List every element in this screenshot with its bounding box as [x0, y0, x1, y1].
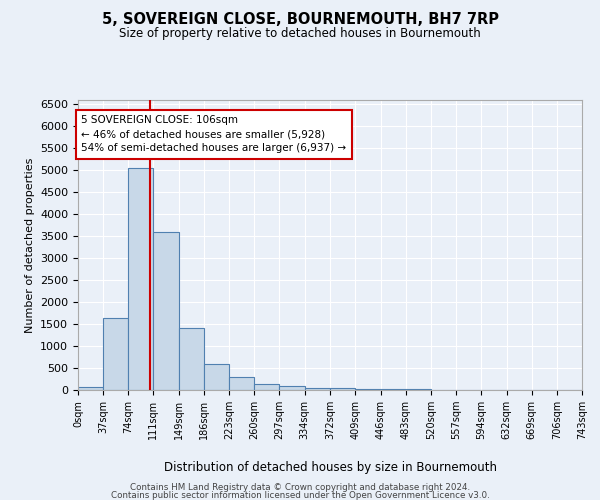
- Bar: [179, 328, 204, 390]
- Bar: [331, 388, 355, 390]
- Text: Contains public sector information licensed under the Open Government Licence v3: Contains public sector information licen…: [110, 492, 490, 500]
- Bar: [78, 386, 103, 390]
- Bar: [305, 388, 331, 390]
- Text: 5 SOVEREIGN CLOSE: 106sqm
← 46% of detached houses are smaller (5,928)
54% of se: 5 SOVEREIGN CLOSE: 106sqm ← 46% of detac…: [82, 116, 347, 154]
- Bar: [380, 389, 406, 390]
- Bar: [153, 232, 179, 390]
- Y-axis label: Number of detached properties: Number of detached properties: [25, 158, 35, 332]
- Bar: [229, 378, 254, 390]
- Bar: [254, 384, 280, 390]
- Bar: [204, 364, 229, 390]
- Text: Distribution of detached houses by size in Bournemouth: Distribution of detached houses by size …: [163, 461, 497, 474]
- Bar: [128, 168, 153, 390]
- Text: 5, SOVEREIGN CLOSE, BOURNEMOUTH, BH7 7RP: 5, SOVEREIGN CLOSE, BOURNEMOUTH, BH7 7RP: [101, 12, 499, 28]
- Bar: [103, 318, 128, 390]
- Bar: [280, 386, 305, 390]
- Text: Size of property relative to detached houses in Bournemouth: Size of property relative to detached ho…: [119, 28, 481, 40]
- Bar: [355, 388, 380, 390]
- Text: Contains HM Land Registry data © Crown copyright and database right 2024.: Contains HM Land Registry data © Crown c…: [130, 483, 470, 492]
